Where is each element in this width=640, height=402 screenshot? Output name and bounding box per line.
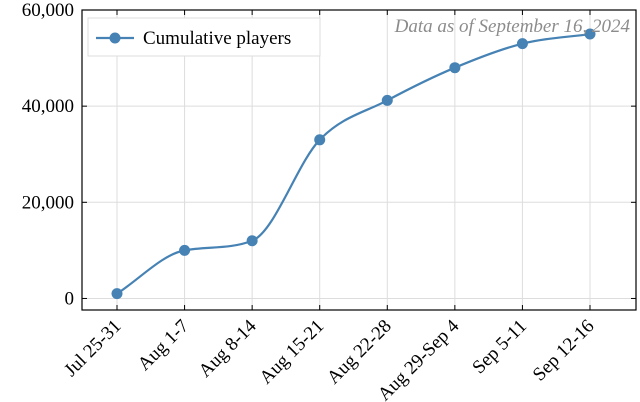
y-tick-label: 0 (65, 288, 75, 309)
data-point (111, 288, 123, 300)
data-point (314, 134, 326, 146)
series-points (111, 28, 596, 300)
x-tick-label: Aug 1-7 (134, 316, 193, 375)
legend-label: Cumulative players (143, 28, 291, 49)
data-point (449, 62, 461, 74)
y-tick-label: 20,000 (22, 192, 74, 213)
data-point (516, 38, 528, 50)
axis-ticks (82, 9, 636, 310)
x-tick-label: Sep 12-16 (529, 316, 599, 386)
x-tick-label: Aug 22-28 (323, 316, 396, 389)
data-date-annotation: Data as of September 16, 2024 (394, 16, 631, 37)
legend: Cumulative players (87, 17, 321, 57)
x-tick-label: Aug 8-14 (195, 315, 261, 381)
data-point (381, 94, 393, 106)
x-tick-label: Jul 25-31 (60, 316, 125, 381)
data-point (246, 235, 258, 247)
x-tick-label: Sep 5-11 (468, 316, 530, 378)
data-point (179, 244, 191, 256)
y-tick-label: 60,000 (22, 0, 74, 21)
y-axis-tick-labels: 0 20,000 40,000 60,000 (22, 0, 74, 309)
legend-marker (109, 32, 121, 44)
data-point (584, 28, 596, 40)
x-tick-label: Aug 15-21 (256, 316, 329, 389)
y-tick-label: 40,000 (22, 96, 74, 117)
plot-frame (81, 9, 637, 311)
